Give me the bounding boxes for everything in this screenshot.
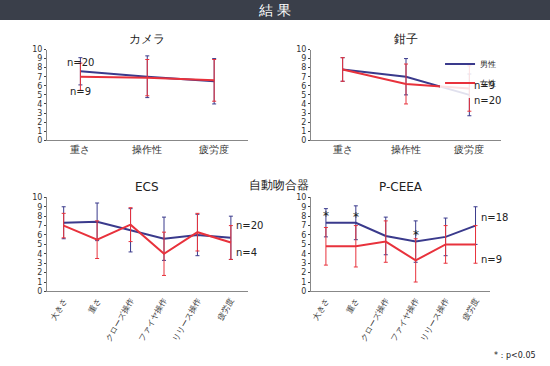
svg-text:3: 3 <box>301 259 306 268</box>
svg-text:疲労度: 疲労度 <box>216 297 236 322</box>
svg-text:重さ: 重さ <box>70 144 90 155</box>
svg-text:4: 4 <box>37 250 42 259</box>
svg-text:8: 8 <box>301 212 306 221</box>
svg-text:5: 5 <box>301 91 306 100</box>
svg-text:*：p<0.05: *：p<0.05 <box>494 351 536 360</box>
svg-text:大きさ: 大きさ <box>49 297 69 322</box>
svg-text:4: 4 <box>37 100 42 109</box>
svg-text:6: 6 <box>301 231 306 240</box>
svg-text:*: * <box>413 228 419 242</box>
svg-text:6: 6 <box>37 231 42 240</box>
svg-text:7: 7 <box>37 221 42 230</box>
svg-text:5: 5 <box>37 91 42 100</box>
svg-text:3: 3 <box>37 109 42 118</box>
svg-text:重さ: 重さ <box>345 297 361 315</box>
svg-text:3: 3 <box>301 109 306 118</box>
svg-text:1: 1 <box>37 127 42 136</box>
svg-text:n=18: n=18 <box>481 212 508 223</box>
svg-text:9: 9 <box>301 203 306 212</box>
svg-text:大きさ: 大きさ <box>311 297 331 322</box>
svg-text:クローズ操作: クローズ操作 <box>104 297 136 343</box>
svg-text:1: 1 <box>301 127 306 136</box>
svg-text:0: 0 <box>301 287 306 296</box>
svg-text:n=9: n=9 <box>481 254 502 265</box>
svg-text:4: 4 <box>301 100 306 109</box>
svg-text:9: 9 <box>37 54 42 63</box>
svg-text:n=20: n=20 <box>474 95 501 106</box>
svg-text:疲労度: 疲労度 <box>454 144 484 155</box>
svg-text:ファイヤ操作: ファイヤ操作 <box>137 297 169 343</box>
svg-text:n=4: n=4 <box>236 247 257 258</box>
svg-text:P-CEEA: P-CEEA <box>379 180 423 194</box>
svg-text:疲労度: 疲労度 <box>461 297 481 322</box>
svg-text:n=9: n=9 <box>70 86 91 97</box>
svg-text:1: 1 <box>37 278 42 287</box>
svg-text:0: 0 <box>301 136 306 145</box>
svg-text:5: 5 <box>301 240 306 249</box>
svg-text:自動吻合器: 自動吻合器 <box>249 178 309 192</box>
svg-text:8: 8 <box>37 63 42 72</box>
svg-text:7: 7 <box>301 73 306 82</box>
svg-text:n=20: n=20 <box>236 220 263 231</box>
svg-text:n=20: n=20 <box>67 57 94 68</box>
svg-text:4: 4 <box>301 250 306 259</box>
svg-text:10: 10 <box>296 45 306 54</box>
svg-text:10: 10 <box>32 45 42 54</box>
svg-text:鉗子: 鉗子 <box>394 32 418 46</box>
svg-text:6: 6 <box>37 82 42 91</box>
svg-text:7: 7 <box>37 73 42 82</box>
svg-text:3: 3 <box>37 259 42 268</box>
svg-text:重さ: 重さ <box>87 297 103 315</box>
svg-text:女性: 女性 <box>480 79 496 88</box>
svg-text:疲労度: 疲労度 <box>199 144 229 155</box>
svg-text:8: 8 <box>301 63 306 72</box>
svg-text:男性: 男性 <box>480 60 496 69</box>
svg-text:1: 1 <box>301 278 306 287</box>
svg-text:ファイヤ操作: ファイヤ操作 <box>389 297 421 343</box>
svg-text:7: 7 <box>301 221 306 230</box>
svg-text:6: 6 <box>301 82 306 91</box>
svg-text:カメラ: カメラ <box>129 32 165 46</box>
svg-text:n=9: n=9 <box>474 80 495 91</box>
svg-text:0: 0 <box>37 136 42 145</box>
svg-text:2: 2 <box>301 118 306 127</box>
svg-text:10: 10 <box>32 193 42 202</box>
svg-text:0: 0 <box>37 287 42 296</box>
svg-text:2: 2 <box>301 268 306 277</box>
svg-text:操作性: 操作性 <box>132 144 162 155</box>
svg-text:2: 2 <box>37 118 42 127</box>
svg-text:*: * <box>323 209 329 223</box>
svg-text:10: 10 <box>296 193 306 202</box>
svg-text:リリース操作: リリース操作 <box>419 297 451 343</box>
svg-text:9: 9 <box>37 203 42 212</box>
svg-text:5: 5 <box>37 240 42 249</box>
svg-text:*: * <box>353 210 359 224</box>
svg-text:操作性: 操作性 <box>391 144 421 155</box>
svg-text:重さ: 重さ <box>333 144 353 155</box>
svg-text:9: 9 <box>301 54 306 63</box>
svg-text:2: 2 <box>37 268 42 277</box>
svg-text:ECS: ECS <box>135 180 159 194</box>
svg-text:8: 8 <box>37 212 42 221</box>
svg-text:リリース操作: リリース操作 <box>171 297 203 343</box>
html-text:結 果: 結 果 <box>258 2 292 18</box>
svg-text:クローズ操作: クローズ操作 <box>359 297 391 343</box>
